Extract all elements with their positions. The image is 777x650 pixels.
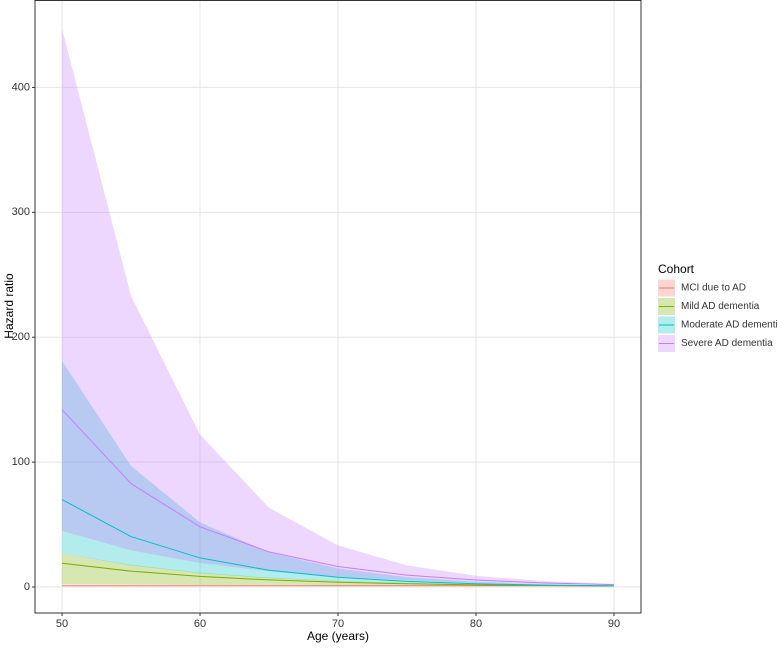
y-tick-label: 100 — [12, 456, 30, 468]
legend-title: Cohort — [658, 262, 695, 276]
legend-label: Moderate AD dementia — [681, 320, 777, 331]
x-axis-label: Age (years) — [307, 629, 369, 643]
y-tick-label: 400 — [12, 81, 30, 93]
x-tick-label: 90 — [608, 618, 620, 630]
x-tick-label: 50 — [56, 618, 68, 630]
x-tick-label: 70 — [332, 618, 344, 630]
legend-label: MCI due to AD — [681, 283, 746, 294]
legend-label: Severe AD dementia — [681, 338, 773, 349]
y-tick-label: 0 — [24, 581, 30, 593]
y-tick-label: 300 — [12, 206, 30, 218]
x-tick-label: 80 — [470, 618, 482, 630]
x-tick-label: 60 — [194, 618, 206, 630]
y-tick-label: 200 — [12, 331, 30, 343]
legend-label: Mild AD dementia — [681, 301, 760, 312]
y-axis-label: Hazard ratio — [2, 273, 16, 339]
